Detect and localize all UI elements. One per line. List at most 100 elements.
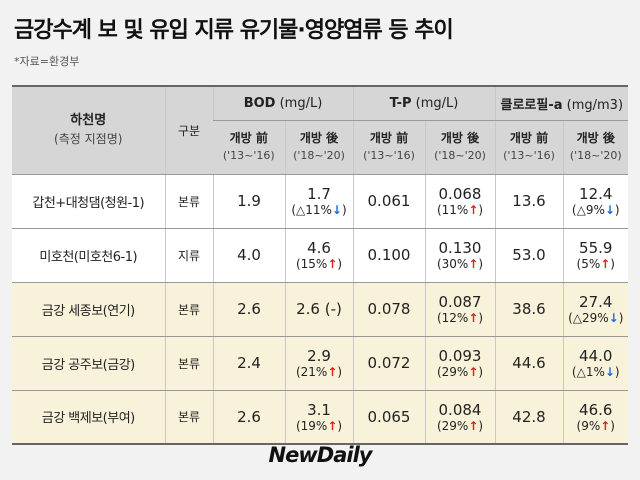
river-type: 본류 — [164, 282, 213, 337]
period-label: 개방 後 — [440, 131, 480, 145]
name-header-label: 하천명 — [70, 112, 107, 128]
subheader-row: 개방 前 ('13~'16) 개방 後 ('18~'20) 개방 前 ('13~'16) 개… — [12, 120, 628, 175]
table-head: 하천명 (측정 지점명) 구분 BOD (mg/L) T-P (mg/L) 클로로필-a … — [12, 86, 628, 175]
river-name: 금강 공주보(금강) — [12, 336, 165, 391]
after-value: 55.9 — [579, 239, 613, 257]
group-unit: (mg/L) — [415, 95, 459, 111]
period-range: ('18~'20) — [293, 149, 345, 162]
river-name: 금강 세종보(연기) — [12, 282, 165, 337]
change: (△11%↓) — [291, 203, 347, 217]
before-value: 0.100 — [352, 228, 425, 283]
before-value: 0.072 — [352, 336, 425, 391]
group-unit: (mg/m3) — [566, 97, 624, 113]
river-name: 금강 백제보(부여) — [12, 390, 165, 445]
after-cell: 27.4 (△29%↓) — [562, 282, 628, 337]
data-row: 금강 세종보(연기) 본류 2.6 2.6 (-) 0.078 0.087 (12%↑) 38… — [12, 282, 628, 337]
change: (15%↑) — [295, 257, 343, 271]
period-range: ('18~'20) — [434, 149, 486, 162]
title: 금강수계 보 및 유입 지류 유기물·영양염류 등 추이 — [14, 18, 454, 43]
before-value: 2.4 — [212, 336, 285, 391]
after-cell: 0.093 (29%↑) — [424, 336, 495, 391]
before-value: 2.6 — [212, 390, 285, 445]
period-header: 개방 後 ('18~'20) — [424, 120, 495, 175]
name-header-sub: (측정 지점명) — [54, 131, 123, 146]
before-value: 53.0 — [494, 228, 563, 283]
after-value: 0.093 — [438, 347, 482, 365]
after-value: 3.1 — [307, 400, 331, 419]
group-unit: (mg/L) — [279, 95, 323, 111]
before-value: 13.6 — [494, 174, 563, 229]
type-header: 구분 — [164, 86, 213, 175]
change: (21%↑) — [295, 365, 343, 379]
after-cell: 2.9 (21%↑) — [284, 336, 353, 391]
after-cell: 46.6 (9%↑) — [562, 390, 628, 445]
after-cell: 0.068 (11%↑) — [424, 174, 495, 229]
after-value: 0.084 — [438, 400, 482, 419]
group-header: 클로로필-a (mg/m3) — [494, 86, 628, 121]
after-value: 27.4 — [579, 293, 613, 311]
table-body: 갑천+대청댐(청원-1) 본류 1.9 1.7 (△11%↓) 0.061 0.068 (11… — [12, 174, 628, 445]
after-cell: 1.7 (△11%↓) — [284, 174, 353, 229]
data-row: 금강 백제보(부여) 본류 2.6 3.1 (19%↑) 0.065 0.084 (29%↑)… — [12, 390, 628, 445]
group-header: T-P (mg/L) — [352, 86, 495, 121]
group-name: BOD — [243, 95, 276, 111]
period-range: ('13~'16) — [363, 149, 415, 162]
after-cell: 0.084 (29%↑) — [424, 390, 495, 445]
period-label: 개방 前 — [369, 131, 409, 145]
before-value: 2.6 — [212, 282, 285, 337]
change: (12%↑) — [436, 311, 484, 325]
after-value: 2.9 — [307, 347, 331, 365]
after-value: 4.6 — [307, 239, 331, 257]
after-value: 1.7 — [307, 185, 331, 203]
after-cell: 0.130 (30%↑) — [424, 228, 495, 283]
period-header: 개방 前 ('13~'16) — [352, 120, 425, 175]
period-range: ('13~'16) — [222, 149, 275, 162]
river-type: 본류 — [164, 336, 213, 391]
change: (△1%↓) — [571, 365, 620, 379]
change: (30%↑) — [436, 257, 484, 271]
period-header: 개방 前 ('13~'16) — [213, 120, 285, 175]
before-value: 38.6 — [494, 282, 563, 337]
after-cell: 12.4 (△9%↓) — [562, 174, 628, 229]
before-value: 1.9 — [212, 174, 285, 229]
period-label: 개방 後 — [576, 131, 615, 145]
change: (29%↑) — [436, 418, 484, 433]
change: (29%↑) — [436, 365, 484, 379]
source: *자료=환경부 — [14, 55, 80, 68]
data-row: 금강 공주보(금강) 본류 2.4 2.9 (21%↑) 0.072 0.093 (29%↑)… — [12, 336, 628, 391]
river-name: 미호천(미호천6-1) — [12, 228, 165, 283]
period-label: 개방 前 — [509, 131, 549, 145]
period-header: 개방 前 ('13~'16) — [494, 120, 563, 175]
period-range: ('13~'16) — [503, 149, 555, 162]
before-value: 42.8 — [494, 390, 563, 445]
change: (△9%↓) — [571, 203, 620, 217]
period-label: 개방 前 — [229, 131, 268, 145]
change: (5%↑) — [576, 257, 615, 271]
after-cell: 2.6 (-) — [284, 282, 353, 337]
after-cell: 55.9 (5%↑) — [562, 228, 628, 283]
before-value: 4.0 — [212, 228, 285, 283]
after-value: 0.087 — [438, 293, 482, 311]
before-value: 0.065 — [352, 390, 425, 445]
period-header: 개방 後 ('18~'20) — [562, 120, 628, 175]
river-type: 본류 — [164, 390, 213, 445]
change: (9%↑) — [576, 418, 615, 433]
river-name: 갑천+대청댐(청원-1) — [12, 174, 165, 229]
name-header: 하천명 (측정 지점명) — [12, 86, 165, 175]
after-value: 0.130 — [438, 239, 482, 257]
logo: NewDaily — [268, 443, 373, 467]
data-table: 하천명 (측정 지점명) 구분 BOD (mg/L) T-P (mg/L) 클로로필-a … — [12, 85, 628, 445]
before-value: 44.6 — [494, 336, 563, 391]
change: (11%↑) — [436, 203, 484, 217]
after-cell: 3.1 (19%↑) — [284, 390, 353, 445]
after-cell: 0.087 (12%↑) — [424, 282, 495, 337]
group-name: 클로로필-a — [500, 97, 563, 113]
before-value: 0.078 — [352, 282, 425, 337]
after-value: 44.0 — [579, 347, 613, 365]
change: (19%↑) — [295, 418, 343, 433]
period-header: 개방 後 ('18~'20) — [284, 120, 353, 175]
after-cell: 4.6 (15%↑) — [284, 228, 353, 283]
after-value: 12.4 — [579, 185, 613, 203]
after-value: 0.068 — [438, 185, 482, 203]
